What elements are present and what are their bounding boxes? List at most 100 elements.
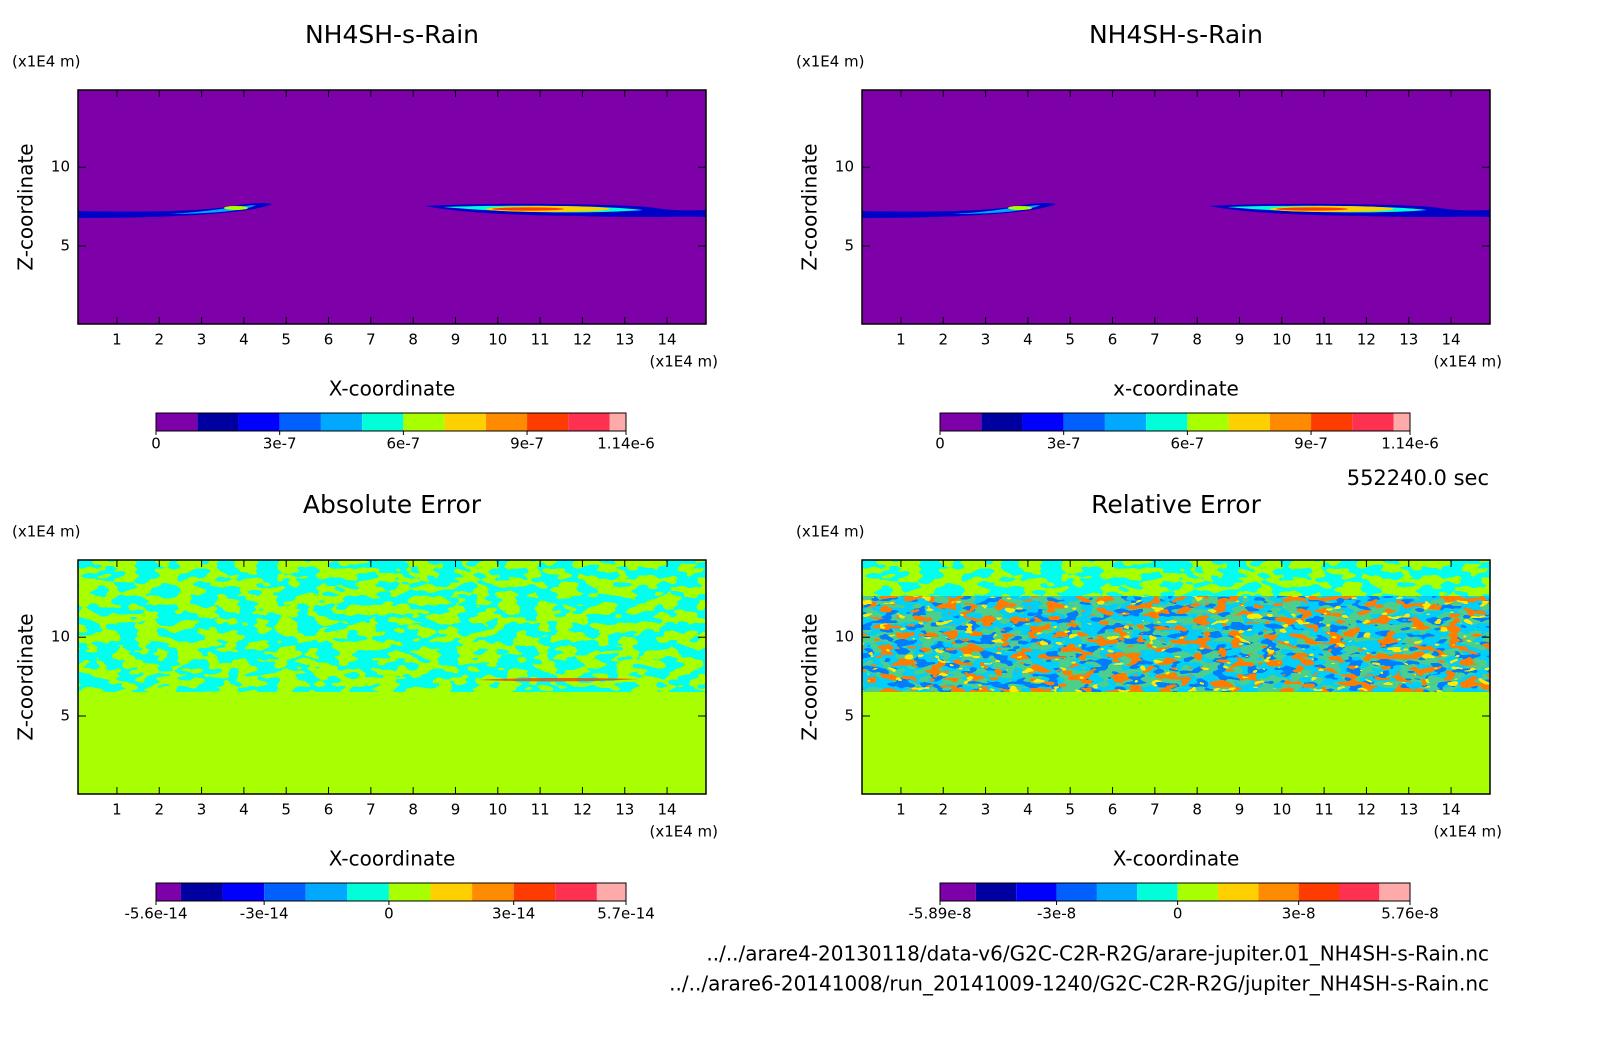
x-tick-label: 12 — [573, 801, 592, 819]
colorbar-segment — [1311, 413, 1353, 431]
colorbar-segment — [472, 883, 514, 901]
x-tick-label: 13 — [1399, 331, 1418, 349]
x-tick-label: 2 — [938, 331, 948, 349]
colorbar-segment — [156, 883, 181, 901]
x-tick-label: 2 — [154, 331, 164, 349]
y-unit: (x1E4 m) — [796, 523, 865, 541]
x-tick-label: 3 — [197, 801, 207, 819]
colorbar-tick-label: 0 — [384, 905, 394, 923]
x-tick-label: 7 — [1150, 801, 1160, 819]
colorbar-segment — [1016, 883, 1057, 901]
contour-field — [862, 90, 1490, 324]
colorbar-segment — [568, 413, 610, 431]
colorbar-segment — [981, 413, 1023, 431]
colorbar-segment — [444, 413, 486, 431]
colorbar-segment — [347, 883, 389, 901]
plot-frame — [861, 559, 1491, 795]
x-tick-label: 5 — [281, 801, 291, 819]
colorbar-tick-label: 0 — [151, 435, 161, 453]
colorbar-segment — [596, 883, 626, 901]
x-tick-label: 6 — [324, 331, 334, 349]
colorbar-segment — [1217, 883, 1259, 901]
colorbar-segment — [403, 413, 445, 431]
colorbar-segment — [1056, 883, 1097, 901]
x-tick-label: 12 — [573, 331, 592, 349]
y-tick-label: 5 — [844, 237, 854, 255]
x-tick-label: 3 — [197, 331, 207, 349]
x-tick-label: 5 — [281, 331, 291, 349]
colorbar-segment — [430, 883, 473, 901]
colorbar-tick-label: 9e-7 — [1294, 435, 1328, 453]
colorbar-segment — [940, 883, 976, 901]
x-unit: (x1E4 m) — [1433, 353, 1502, 371]
x-tick-label: 5 — [1065, 801, 1075, 819]
x-tick-label: 13 — [615, 801, 634, 819]
colorbar-segment — [1298, 883, 1339, 901]
x-unit: (x1E4 m) — [649, 823, 718, 841]
x-tick-label: 1 — [896, 801, 906, 819]
x-axis-label: X-coordinate — [329, 847, 456, 871]
colorbar-segment — [1338, 883, 1380, 901]
contour-field — [862, 560, 1490, 794]
y-tick-label: 10 — [835, 628, 854, 646]
x-tick-label: 7 — [1150, 331, 1160, 349]
colorbar-tick-label: -3e-8 — [1037, 905, 1076, 923]
colorbar-segment — [1137, 883, 1178, 901]
colorbar-frame — [939, 882, 1411, 902]
colorbar-frame — [155, 882, 627, 902]
colorbar-tick-label: 0 — [1173, 905, 1183, 923]
colorbar-segment — [527, 413, 569, 431]
colorbar-segment — [609, 413, 626, 431]
colorbar-tick-label: -5.89e-8 — [909, 905, 972, 923]
colorbar-tick-label: -5.6e-14 — [125, 905, 188, 923]
colorbar-segment — [1228, 413, 1270, 431]
colorbar-segment — [485, 413, 528, 431]
x-tick-label: 8 — [408, 801, 418, 819]
x-tick-label: 4 — [239, 331, 249, 349]
x-tick-label: 10 — [1272, 331, 1291, 349]
x-tick-label: 14 — [1442, 331, 1461, 349]
x-tick-label: 3 — [981, 801, 991, 819]
x-tick-label: 6 — [1108, 801, 1118, 819]
x-tick-label: 4 — [1023, 801, 1033, 819]
colorbar-segment — [197, 413, 239, 431]
x-tick-label: 11 — [531, 801, 550, 819]
chart-title: Absolute Error — [303, 490, 482, 519]
colorbar-segment — [1022, 413, 1064, 431]
y-tick-label: 10 — [51, 158, 70, 176]
x-tick-label: 10 — [488, 801, 507, 819]
x-unit: (x1E4 m) — [1433, 823, 1502, 841]
y-unit: (x1E4 m) — [796, 53, 865, 71]
colorbar-segment — [264, 883, 306, 901]
colorbar-tick-label: 3e-7 — [1047, 435, 1081, 453]
colorbar-frame — [155, 412, 627, 432]
colorbar-segment — [222, 883, 265, 901]
colorbar-tick-label: 5.76e-8 — [1381, 905, 1439, 923]
x-tick-label: 14 — [658, 801, 677, 819]
x-tick-label: 12 — [1357, 801, 1376, 819]
colorbar-tick-label: 3e-14 — [492, 905, 535, 923]
x-tick-label: 2 — [154, 801, 164, 819]
x-tick-label: 14 — [658, 331, 677, 349]
colorbar-segment — [320, 413, 363, 431]
x-tick-label: 6 — [1108, 331, 1118, 349]
x-tick-label: 10 — [1272, 801, 1291, 819]
contour-field — [78, 90, 706, 324]
y-axis-label: Z-coordinate — [798, 143, 822, 270]
colorbar-segment — [1063, 413, 1105, 431]
x-tick-label: 4 — [1023, 331, 1033, 349]
x-tick-label: 8 — [1192, 801, 1202, 819]
colorbar-tick-label: 9e-7 — [510, 435, 544, 453]
colorbar-segment — [940, 413, 982, 431]
y-axis-label: Z-coordinate — [14, 613, 38, 740]
x-tick-label: 5 — [1065, 331, 1075, 349]
x-tick-label: 6 — [324, 801, 334, 819]
colorbar-segment — [180, 883, 223, 901]
colorbar-frame — [939, 412, 1411, 432]
y-axis-label: Z-coordinate — [798, 613, 822, 740]
y-unit: (x1E4 m) — [12, 53, 81, 71]
colorbar-segment — [1187, 413, 1229, 431]
colorbar-tick-label: 0 — [935, 435, 945, 453]
y-unit: (x1E4 m) — [12, 523, 81, 541]
colorbar-segment — [1379, 883, 1410, 901]
